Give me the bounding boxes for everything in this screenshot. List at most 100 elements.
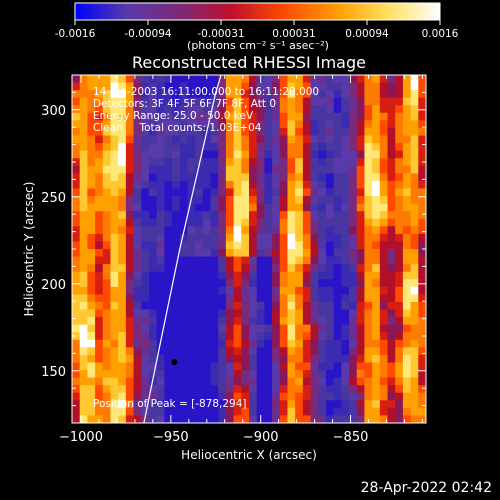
heatmap-cell <box>102 256 112 265</box>
heatmap-cell <box>272 400 281 409</box>
heatmap-cell <box>356 354 366 364</box>
heatmap-cell <box>395 264 404 273</box>
heatmap-cell <box>118 97 127 106</box>
heatmap-cell <box>279 370 289 379</box>
heatmap-cell <box>187 120 196 129</box>
heatmap-cell <box>333 218 342 227</box>
heatmap-cell <box>148 332 158 341</box>
heatmap-cell <box>241 392 250 401</box>
heatmap-cell <box>402 135 412 144</box>
heatmap-cell <box>249 271 258 280</box>
heatmap-cell <box>379 415 389 423</box>
heatmap-cell <box>418 112 426 121</box>
heatmap-cell <box>364 354 373 364</box>
heatmap-cell <box>233 158 242 167</box>
heatmap-cell <box>287 82 296 91</box>
heatmap-cell <box>410 301 419 311</box>
heatmap-cell <box>241 324 250 333</box>
heatmap-cell <box>110 105 119 114</box>
heatmap-cell <box>133 385 142 394</box>
heatmap-cell <box>318 211 327 220</box>
heatmap-cell <box>310 180 319 190</box>
colorbar-unit-label: (photons cm⁻² s⁻¹ asec⁻²) <box>187 39 329 52</box>
heatmap-cell <box>364 233 373 243</box>
heatmap-cell <box>233 105 242 114</box>
heatmap-cell <box>79 407 88 417</box>
heatmap-cell <box>256 271 265 280</box>
heatmap-cell <box>118 90 127 99</box>
heatmap-cell <box>379 218 389 227</box>
heatmap-cell <box>349 97 358 106</box>
heatmap-cell <box>264 317 273 326</box>
dot-marker <box>171 359 178 366</box>
heatmap-cell <box>79 127 88 137</box>
heatmap-cell <box>356 97 366 106</box>
heatmap-cell <box>372 196 381 205</box>
heatmap-cell <box>87 211 96 220</box>
heatmap-cell <box>156 324 165 333</box>
heatmap-cell <box>295 105 304 114</box>
heatmap-cell <box>133 218 142 227</box>
heatmap-cell <box>225 354 235 364</box>
heatmap-cell <box>218 377 227 386</box>
heatmap-cell <box>95 385 104 394</box>
heatmap-cell <box>256 158 265 167</box>
heatmap-cell <box>264 211 273 220</box>
heatmap-cell <box>287 370 296 379</box>
heatmap-cell <box>341 354 350 364</box>
heatmap-cell <box>325 279 335 288</box>
heatmap-cell <box>210 120 219 129</box>
heatmap-cell <box>141 233 150 243</box>
heatmap-cell <box>210 158 219 167</box>
heatmap-cell <box>333 180 342 190</box>
heatmap-cell <box>87 332 96 341</box>
heatmap-cell <box>387 203 396 212</box>
heatmap-cell <box>187 279 196 288</box>
heatmap-cell <box>310 354 319 364</box>
heatmap-cell <box>141 256 150 265</box>
heatmap-cell <box>287 385 296 394</box>
heatmap-cell <box>379 264 389 273</box>
heatmap-cell <box>349 415 358 423</box>
heatmap-cell <box>279 362 289 371</box>
heatmap-cell <box>172 233 181 243</box>
heatmap-cell <box>172 415 181 423</box>
heatmap-cell <box>125 211 135 220</box>
heatmap-cell <box>133 256 142 265</box>
heatmap-cell <box>110 75 119 84</box>
heatmap-cell <box>79 165 88 174</box>
heatmap-cell <box>210 286 219 295</box>
heatmap-cell <box>325 256 335 265</box>
y-tick-label: 300 <box>41 104 66 119</box>
heatmap-cell <box>379 135 389 144</box>
heatmap-cell <box>225 332 235 341</box>
heatmap-cell <box>364 165 373 174</box>
heatmap-cell <box>256 400 265 409</box>
heatmap-cell <box>256 82 265 91</box>
heatmap-cell <box>287 309 296 318</box>
heatmap-cell <box>402 317 412 326</box>
heatmap-cell <box>179 339 189 348</box>
heatmap-cell <box>264 143 273 152</box>
heatmap-cell <box>318 218 327 227</box>
heatmap-cell <box>118 301 127 311</box>
heatmap-cell <box>333 339 342 348</box>
heatmap-cell <box>310 105 319 114</box>
heatmap-cell <box>364 112 373 121</box>
heatmap-cell <box>349 150 358 159</box>
heatmap-cell <box>387 294 396 303</box>
heatmap-cell <box>287 120 296 129</box>
heatmap-cell <box>379 317 389 326</box>
heatmap-cell <box>372 150 381 159</box>
heatmap-cell <box>187 211 196 220</box>
heatmap-cell <box>164 407 173 417</box>
heatmap-cell <box>195 127 204 137</box>
heatmap-cell <box>225 301 235 311</box>
heatmap-cell <box>402 112 412 121</box>
heatmap-cell <box>256 97 265 106</box>
heatmap-cell <box>325 332 335 341</box>
heatmap-cell <box>410 196 419 205</box>
heatmap-cell <box>95 105 104 114</box>
heatmap-cell <box>272 294 281 303</box>
heatmap-cell <box>310 82 319 91</box>
